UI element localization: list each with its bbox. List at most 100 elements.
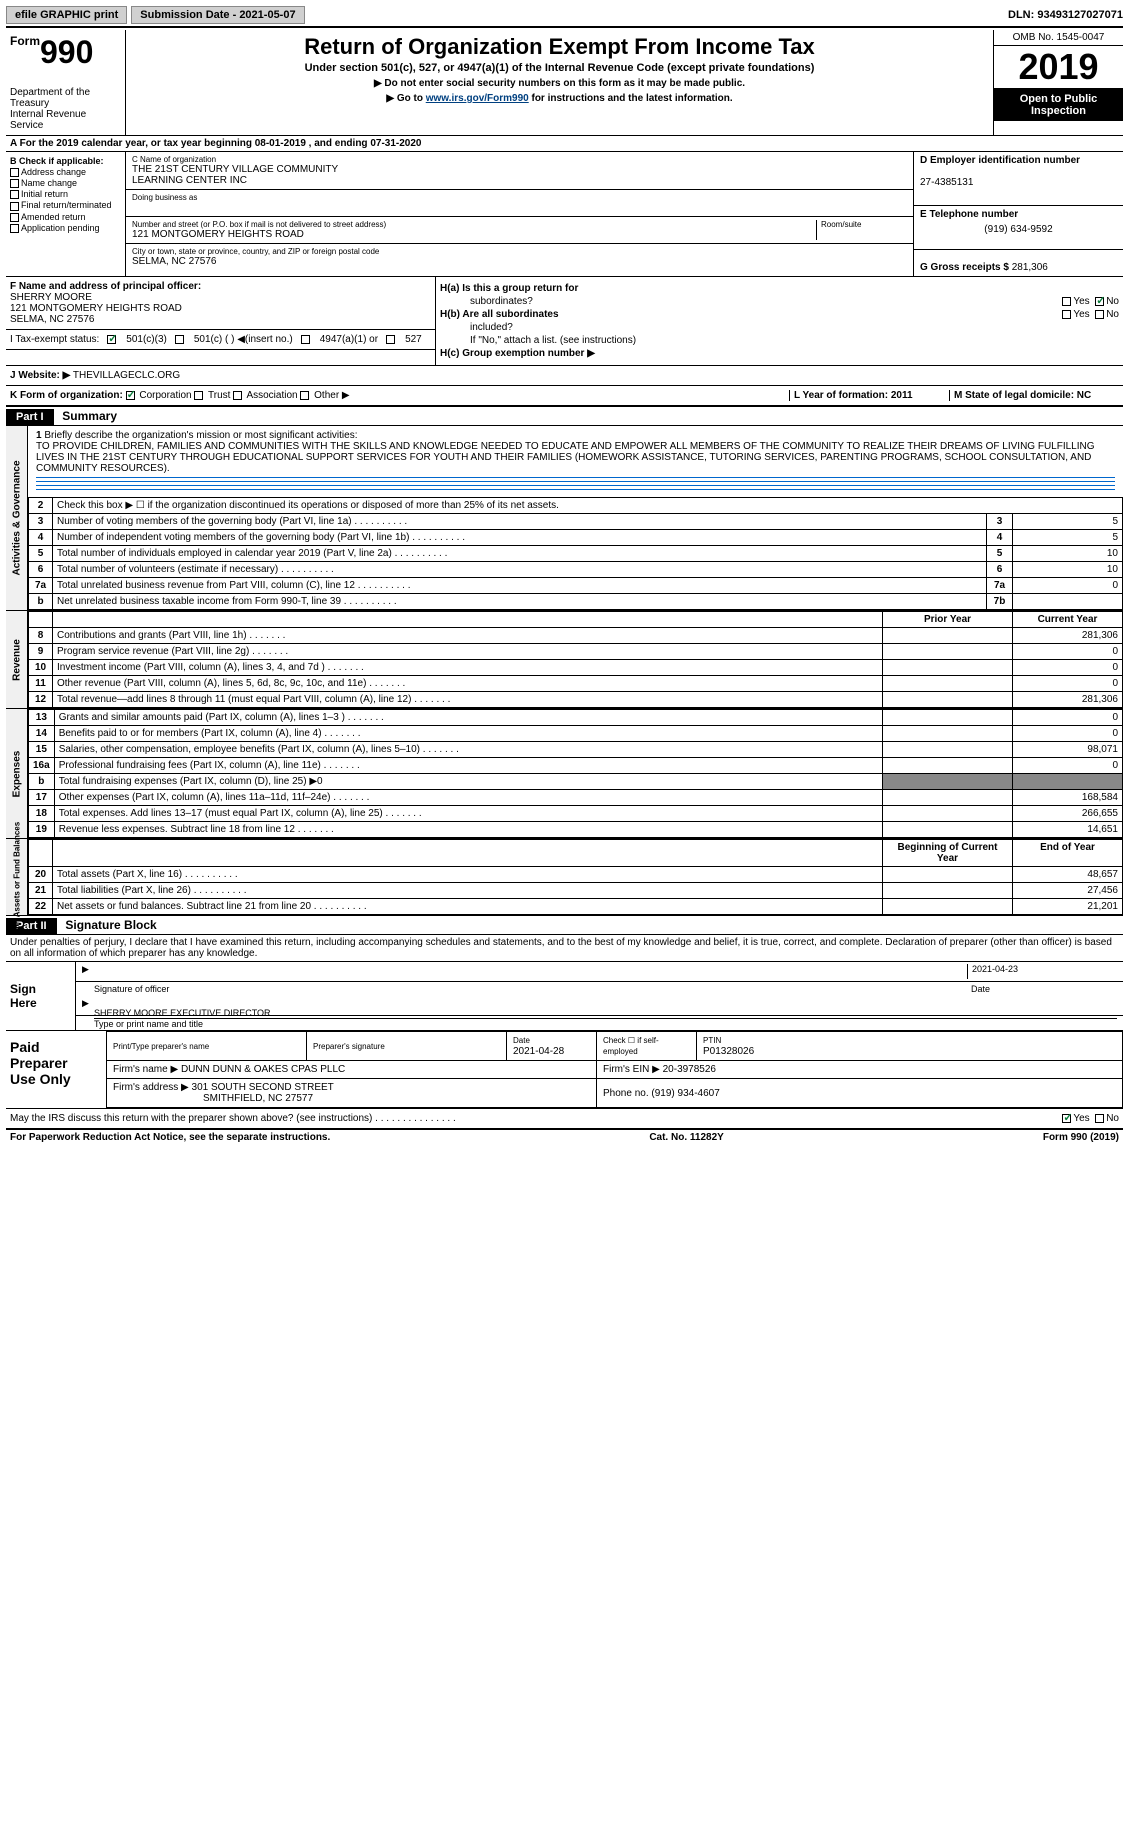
ein-value: 27-4385131	[920, 177, 973, 188]
phone-value: (919) 634-9592	[920, 224, 1117, 235]
dba-label: Doing business as	[132, 193, 907, 202]
top-toolbar: efile GRAPHIC print Submission Date - 20…	[6, 6, 1123, 24]
sign-here-label: Sign Here	[6, 962, 76, 1030]
footer-right: Form 990 (2019)	[1043, 1132, 1119, 1143]
part-i-header: Part I	[6, 409, 54, 425]
org-name-1: THE 21ST CENTURY VILLAGE COMMUNITY	[132, 164, 907, 175]
omb-number: OMB No. 1545-0047	[994, 30, 1123, 46]
officer-typed-name: SHERRY MOORE EXECUTIVE DIRECTOR	[94, 1008, 1117, 1019]
chk-501c[interactable]	[175, 335, 184, 344]
chk-association[interactable]	[233, 391, 242, 400]
date-label: Date	[967, 984, 1117, 994]
box-b-title: B Check if applicable:	[10, 156, 104, 166]
part-ii-title: Signature Block	[59, 916, 162, 934]
footer-mid: Cat. No. 11282Y	[649, 1132, 723, 1143]
form-header: Form990 Department of the Treasury Inter…	[6, 30, 1123, 135]
efile-print-button[interactable]: efile GRAPHIC print	[6, 6, 127, 24]
tax-year: 2019	[994, 46, 1123, 89]
chk-amended-return[interactable]	[10, 213, 19, 222]
side-activities-governance: Activities & Governance	[6, 426, 28, 610]
hc-label: H(c) Group exemption number ▶	[440, 348, 595, 359]
form-subtitle: Under section 501(c), 527, or 4947(a)(1)…	[134, 62, 985, 74]
chk-initial-return[interactable]	[10, 190, 19, 199]
room-label: Room/suite	[821, 220, 907, 229]
form-title: Return of Organization Exempt From Incom…	[134, 34, 985, 60]
dept-line1: Department of the	[10, 87, 121, 98]
footer-left: For Paperwork Reduction Act Notice, see …	[10, 1132, 330, 1143]
officer-addr1: 121 MONTGOMERY HEIGHTS ROAD	[10, 303, 182, 314]
chk-ha-yes[interactable]	[1062, 297, 1071, 306]
part-i-title: Summary	[56, 407, 123, 425]
chk-trust[interactable]	[194, 391, 203, 400]
goto-pre: Go to	[397, 93, 426, 104]
line-k-label: K Form of organization:	[10, 390, 123, 401]
street-label: Number and street (or P.O. box if mail i…	[132, 220, 816, 229]
chk-4947[interactable]	[301, 335, 310, 344]
revenue-table: Prior YearCurrent Year 8Contributions an…	[28, 611, 1123, 708]
city-label: City or town, state or province, country…	[132, 247, 907, 256]
chk-application-pending[interactable]	[10, 224, 19, 233]
firm-addr2: SMITHFIELD, NC 27577	[113, 1093, 313, 1104]
chk-other[interactable]	[300, 391, 309, 400]
form-number: 990	[40, 34, 93, 70]
inspect-line1: Open to Public	[998, 93, 1119, 105]
dept-line2: Treasury	[10, 98, 121, 109]
form-word: Form	[10, 34, 40, 48]
net-assets-table: Beginning of Current YearEnd of Year 20T…	[28, 839, 1123, 915]
side-net-assets: Net Assets or Fund Balances	[6, 839, 28, 915]
firm-phone: (919) 934-4607	[651, 1088, 719, 1099]
officer-label: F Name and address of principal officer:	[10, 281, 201, 292]
ein-label: D Employer identification number	[920, 155, 1080, 166]
sig-officer-label: Signature of officer	[94, 984, 967, 994]
phone-label: E Telephone number	[920, 209, 1018, 220]
firm-ein: 20-3978526	[663, 1064, 716, 1075]
ha-label: H(a) Is this a group return for	[440, 283, 578, 294]
firm-addr1: 301 SOUTH SECOND STREET	[192, 1082, 334, 1093]
governance-table: 2Check this box ▶ ☐ if the organization …	[28, 497, 1123, 610]
state-domicile: M State of legal domicile: NC	[954, 390, 1091, 401]
line-i-label: I Tax-exempt status:	[10, 334, 99, 345]
year-formation: L Year of formation: 2011	[794, 390, 913, 401]
chk-hb-no[interactable]	[1095, 310, 1104, 319]
sign-date: 2021-04-23	[967, 964, 1117, 979]
discuss-question: May the IRS discuss this return with the…	[10, 1113, 372, 1124]
ssn-warning: Do not enter social security numbers on …	[384, 78, 745, 89]
chk-address-change[interactable]	[10, 168, 19, 177]
side-expenses: Expenses	[6, 709, 28, 838]
chk-527[interactable]	[386, 335, 395, 344]
goto-post: for instructions and the latest informat…	[529, 93, 733, 104]
gross-receipts-value: 281,306	[1012, 262, 1048, 273]
inspect-line2: Inspection	[998, 105, 1119, 117]
typed-label: Type or print name and title	[94, 1019, 1117, 1029]
chk-corporation[interactable]	[126, 391, 135, 400]
chk-hb-yes[interactable]	[1062, 310, 1071, 319]
q1-label: Briefly describe the organization's miss…	[44, 430, 357, 441]
firm-name: DUNN DUNN & OAKES CPAS PLLC	[181, 1064, 345, 1075]
row-a-tax-year: A For the 2019 calendar year, or tax yea…	[6, 135, 1123, 152]
dept-line3: Internal Revenue Service	[10, 109, 121, 131]
chk-name-change[interactable]	[10, 179, 19, 188]
hb-note: If "No," attach a list. (see instruction…	[470, 335, 636, 346]
website-url: THEVILLAGECLC.ORG	[73, 370, 180, 381]
officer-name: SHERRY MOORE	[10, 292, 92, 303]
hb-label: H(b) Are all subordinates	[440, 309, 559, 320]
chk-final-return[interactable]	[10, 202, 19, 211]
mission-text: TO PROVIDE CHILDREN, FAMILIES AND COMMUN…	[36, 441, 1095, 474]
chk-discuss-yes[interactable]	[1062, 1114, 1071, 1123]
chk-discuss-no[interactable]	[1095, 1114, 1104, 1123]
submission-date-button[interactable]: Submission Date - 2021-05-07	[131, 6, 304, 24]
officer-addr2: SELMA, NC 27576	[10, 314, 95, 325]
city-state-zip: SELMA, NC 27576	[132, 256, 907, 267]
irs-link[interactable]: www.irs.gov/Form990	[426, 93, 529, 104]
name-label: C Name of organization	[132, 155, 907, 164]
website-label: J Website: ▶	[10, 370, 70, 381]
side-revenue: Revenue	[6, 611, 28, 708]
gross-receipts-label: G Gross receipts $	[920, 262, 1009, 273]
chk-501c3[interactable]	[107, 335, 116, 344]
chk-ha-no[interactable]	[1095, 297, 1104, 306]
org-name-2: LEARNING CENTER INC	[132, 175, 907, 186]
dln-label: DLN: 93493127027071	[1008, 9, 1123, 21]
street-address: 121 MONTGOMERY HEIGHTS ROAD	[132, 229, 816, 240]
q2-text: Check this box ▶ ☐ if the organization d…	[53, 498, 1123, 514]
perjury-text: Under penalties of perjury, I declare th…	[6, 935, 1123, 961]
